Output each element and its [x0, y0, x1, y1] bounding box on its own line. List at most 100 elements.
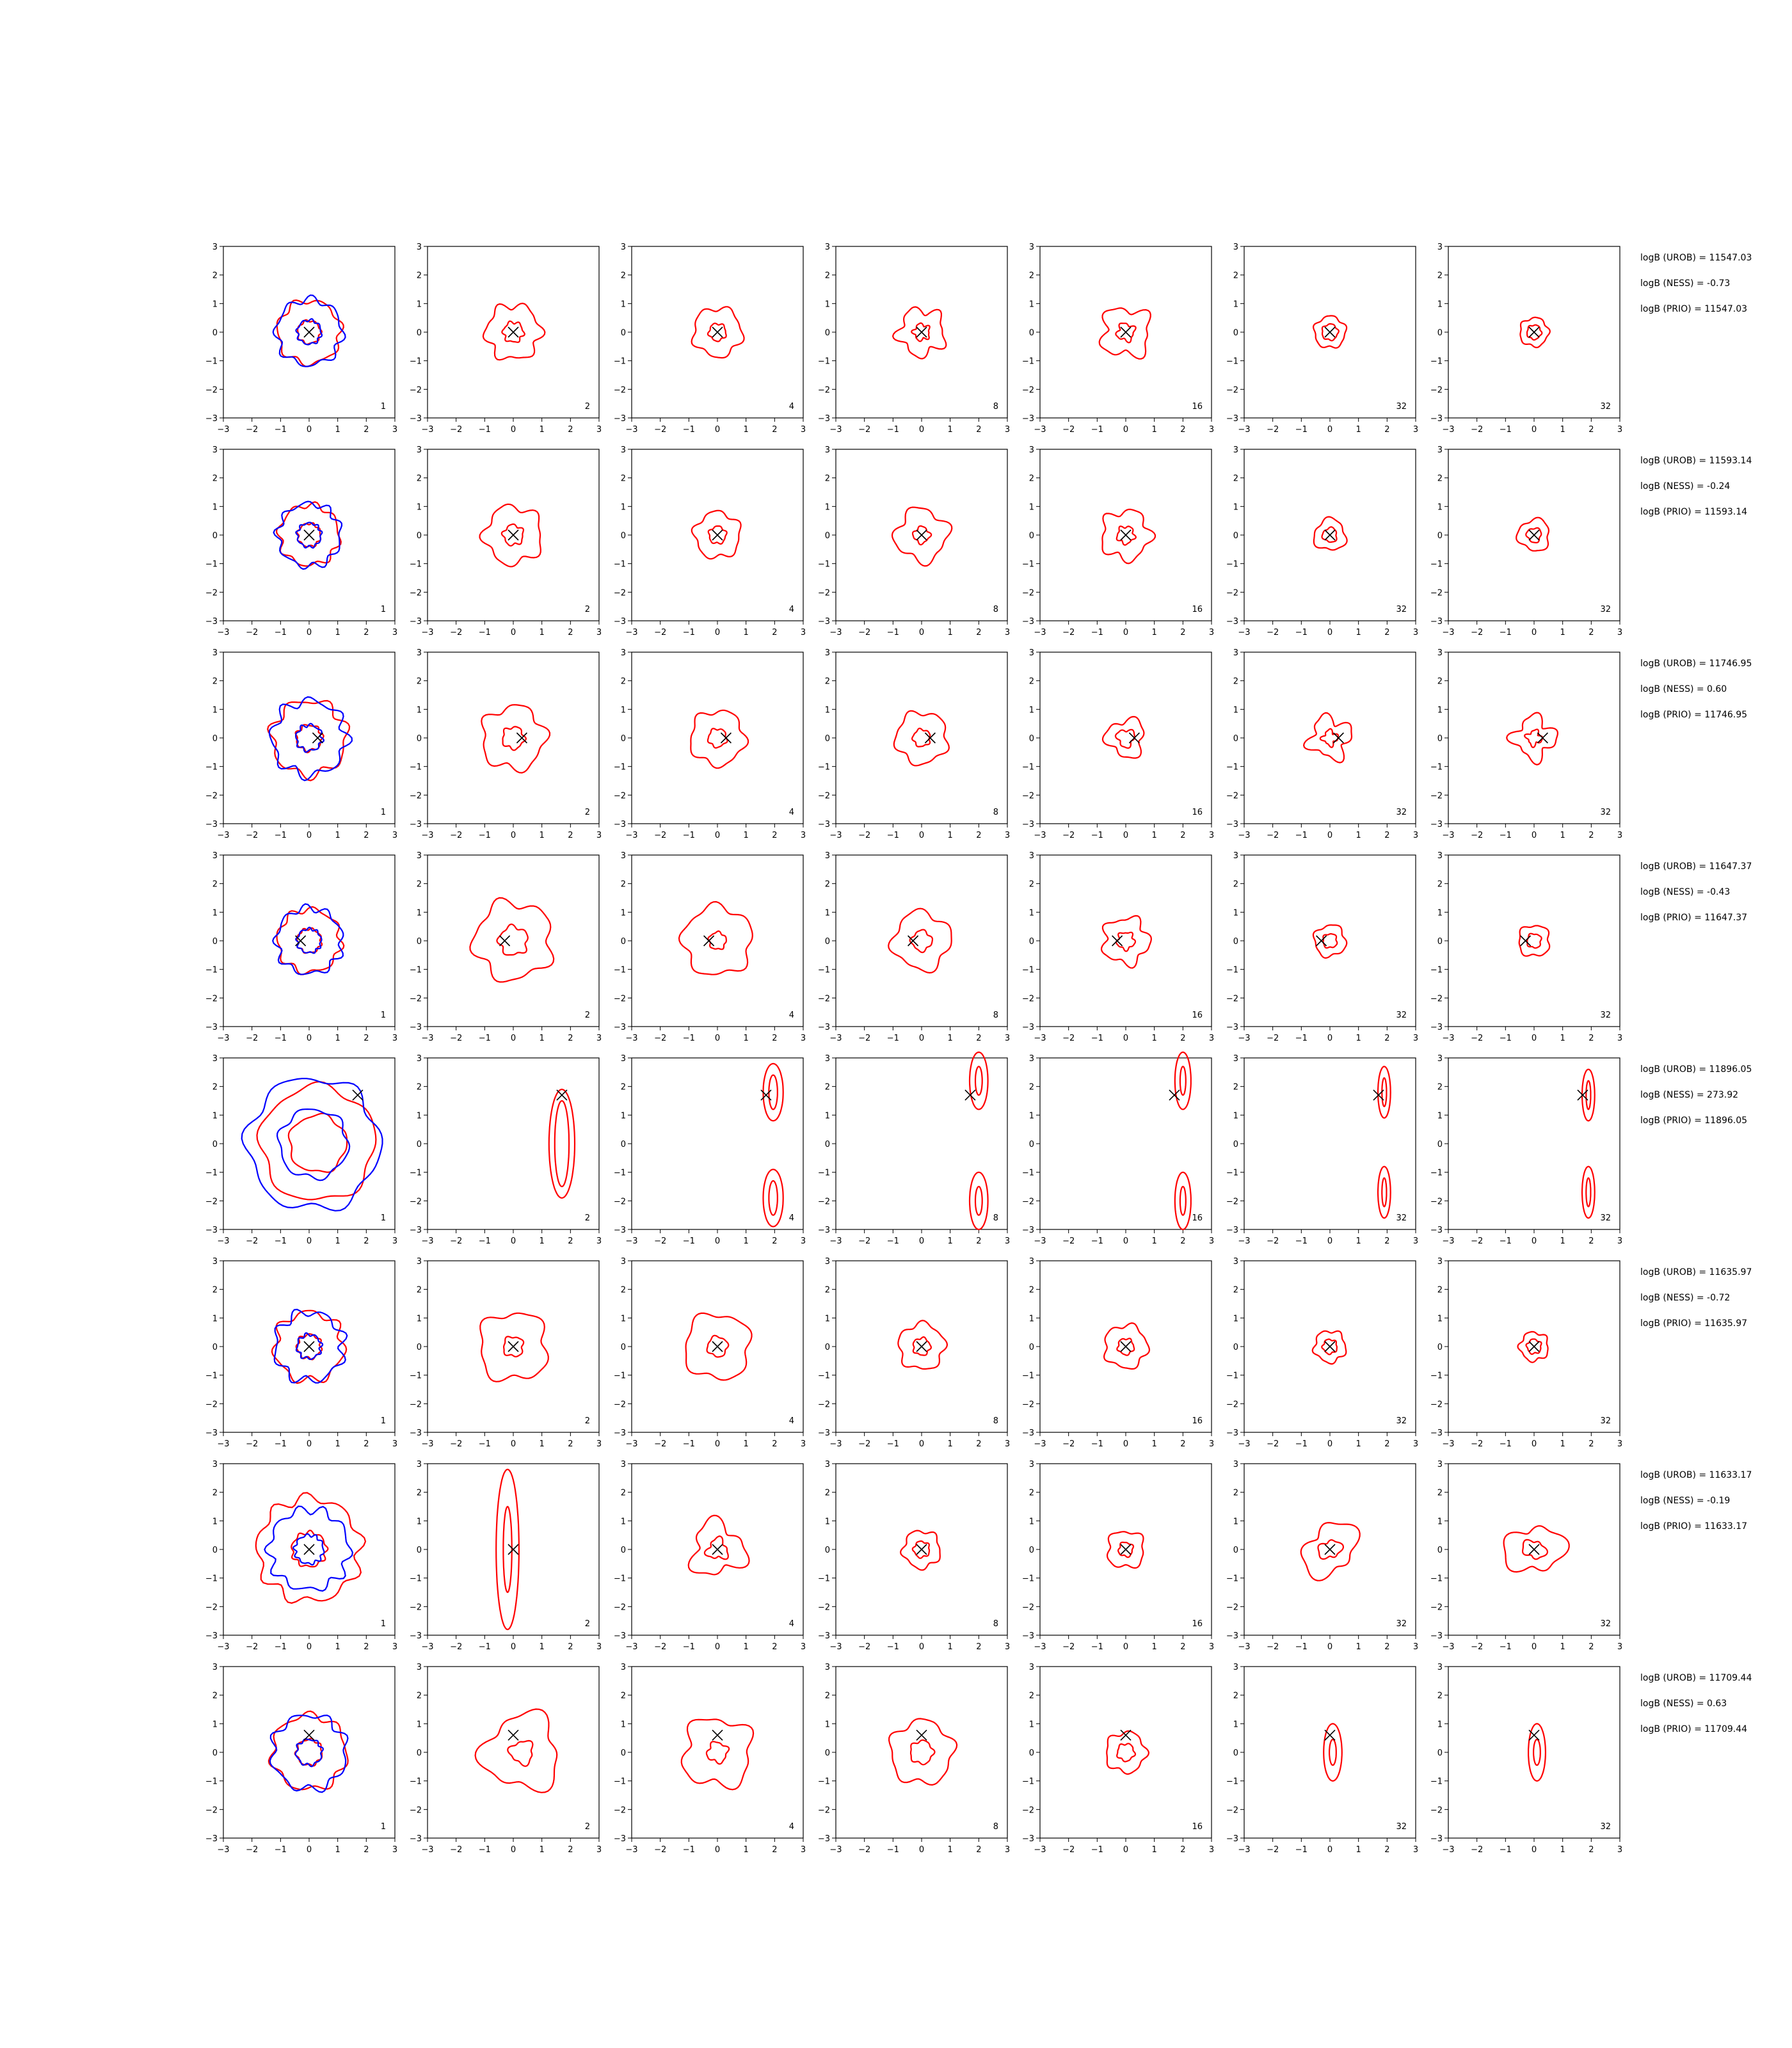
x-tick-label: −1	[683, 1845, 695, 1855]
x-tick-label: 2	[1588, 1034, 1594, 1043]
x-tick-label: 0	[511, 1034, 516, 1043]
contour-mode-1-level-2	[1381, 1077, 1388, 1108]
x-tick-label: 3	[596, 1034, 602, 1043]
x-tick-label: −3	[829, 1034, 842, 1043]
marker-x	[508, 1729, 519, 1741]
x-tick-label: −2	[1062, 425, 1075, 435]
x-tick-label: 0	[715, 1034, 720, 1043]
y-tick-label: −2	[410, 1603, 422, 1612]
reference-contour-level-1	[268, 696, 353, 781]
y-tick-label: 0	[417, 1748, 422, 1758]
x-tick-label: 3	[1209, 1034, 1214, 1043]
panel-r4-c7: −3 −3 −2 −2 −1 −1 0 0 1 1 2 2 3 3 32	[1430, 851, 1622, 1043]
axes-frame	[427, 1666, 600, 1839]
stat-line-1: logB (UROB) = 11593.14	[1640, 456, 1752, 466]
marker-x	[1316, 935, 1327, 947]
x-tick-label: −1	[1091, 628, 1103, 637]
panel-label: 8	[993, 1619, 998, 1629]
y-tick-label: −1	[205, 966, 218, 975]
axes-frame	[1039, 854, 1212, 1027]
panel-r6-c7: −3−3 −2 −2 −1 −1 0 0 1 1 2 2 3 3 32	[1430, 1257, 1622, 1449]
y-tick-label: −1	[410, 1372, 422, 1381]
contour-level-1	[276, 299, 344, 367]
y-tick-label: −1	[1226, 763, 1238, 772]
x-tick-label: 1	[1356, 1642, 1361, 1652]
y-tick-label: −3	[205, 1428, 218, 1438]
stat-line-3: logB (PRIO) = 11647.37	[1640, 913, 1747, 923]
y-tick-label: 0	[1029, 937, 1034, 947]
contour-level-2	[1115, 931, 1137, 952]
x-tick-label: −2	[450, 1236, 462, 1246]
contour-level-2	[1329, 1738, 1337, 1766]
reference-contour-level-2	[276, 1108, 351, 1181]
x-tick-label: 1	[1152, 1236, 1157, 1246]
y-tick-label: −1	[1226, 966, 1238, 975]
y-tick-label: 2	[825, 1083, 830, 1092]
y-tick-label: −1	[1430, 763, 1443, 772]
x-tick-label: 3	[596, 1439, 602, 1449]
y-tick-label: −3	[205, 1023, 218, 1032]
x-tick-label: 1	[948, 1236, 953, 1246]
x-tick-label: −1	[479, 628, 491, 637]
panel-r5-c6: −3−3 −2 −2 −1 −1 0 0 1 1 2 2 3 3 32	[1226, 1054, 1418, 1246]
x-tick-label: 0	[1532, 628, 1537, 637]
y-tick-label: 3	[417, 1054, 422, 1064]
y-tick-label: −3	[410, 820, 422, 829]
y-tick-label: −1	[818, 560, 830, 570]
contour-level-2	[1319, 728, 1340, 748]
x-tick-label: 2	[364, 628, 369, 637]
y-tick-label: −1	[1022, 763, 1034, 772]
marker-x	[295, 935, 307, 947]
y-tick-label: −3	[205, 1226, 218, 1235]
y-tick-label: −1	[410, 560, 422, 570]
x-tick-label: 2	[1384, 1642, 1389, 1652]
x-tick-label: −3	[1442, 1439, 1454, 1449]
x-tick-label: 3	[1413, 628, 1418, 637]
y-tick-label: −2	[614, 1197, 626, 1206]
x-tick-label: −3	[829, 1845, 842, 1855]
y-tick-label: 1	[825, 300, 830, 309]
x-tick-label: 1	[1560, 1236, 1565, 1246]
y-tick-label: 2	[621, 474, 626, 484]
y-tick-label: 2	[1233, 474, 1238, 484]
x-tick-label: −3	[1238, 1439, 1250, 1449]
y-tick-label: 1	[825, 502, 830, 512]
contour-level-2	[1525, 1338, 1542, 1355]
y-tick-label: 1	[1029, 502, 1034, 512]
x-tick-label: −1	[1500, 831, 1512, 840]
x-tick-label: 0	[919, 1034, 924, 1043]
y-tick-label: −1	[1430, 560, 1443, 570]
x-tick-label: −1	[1500, 628, 1512, 637]
marker-x	[312, 732, 323, 744]
axes-frame	[1039, 1666, 1212, 1839]
x-tick-label: −2	[450, 1845, 462, 1855]
panel-r1-c6: −3−3 −2 −2 −1 −1 0 0 1 1 2 2 3 3 32	[1226, 243, 1418, 435]
panel-label: 32	[1396, 1011, 1407, 1020]
x-tick-label: −1	[1295, 1439, 1308, 1449]
x-tick-label: −1	[887, 425, 899, 435]
x-tick-label: −2	[1471, 1845, 1483, 1855]
stat-line-2: logB (NESS) = -0.73	[1640, 278, 1730, 289]
panel-label: 4	[789, 1011, 794, 1020]
x-tick-label: 3	[392, 425, 397, 435]
x-tick-label: −2	[450, 1439, 462, 1449]
panel-r6-c3: −3−3 −2 −2 −1 −1 0 0 1 1 2 2 3 3 4	[614, 1257, 806, 1449]
x-tick-label: 1	[948, 425, 953, 435]
axes-frame	[835, 652, 1008, 824]
y-tick-label: −3	[205, 414, 218, 424]
panel-label: 32	[1600, 1619, 1611, 1629]
marker-x	[303, 529, 315, 541]
x-tick-label: 1	[744, 1845, 749, 1855]
contour-level-1	[268, 1710, 349, 1791]
y-tick-label: −1	[1226, 1574, 1238, 1584]
y-tick-label: 1	[1233, 1720, 1238, 1729]
x-tick-label: −1	[887, 1236, 899, 1246]
contour-level-2	[707, 525, 728, 545]
x-tick-label: 0	[307, 1642, 312, 1652]
x-tick-label: 0	[1327, 1845, 1332, 1855]
x-tick-label: 1	[1152, 831, 1157, 840]
stat-line-3: logB (PRIO) = 11593.14	[1640, 507, 1747, 517]
x-tick-label: 0	[1532, 831, 1537, 840]
x-tick-label: −3	[1034, 1642, 1046, 1652]
